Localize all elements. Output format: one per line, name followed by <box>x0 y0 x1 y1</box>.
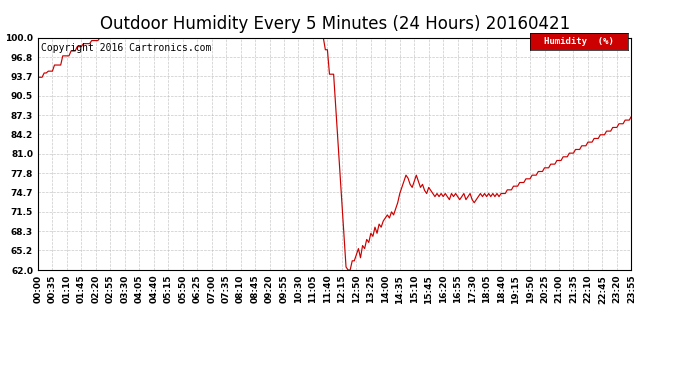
Text: Copyright 2016 Cartronics.com: Copyright 2016 Cartronics.com <box>41 44 211 53</box>
Title: Outdoor Humidity Every 5 Minutes (24 Hours) 20160421: Outdoor Humidity Every 5 Minutes (24 Hou… <box>99 15 570 33</box>
